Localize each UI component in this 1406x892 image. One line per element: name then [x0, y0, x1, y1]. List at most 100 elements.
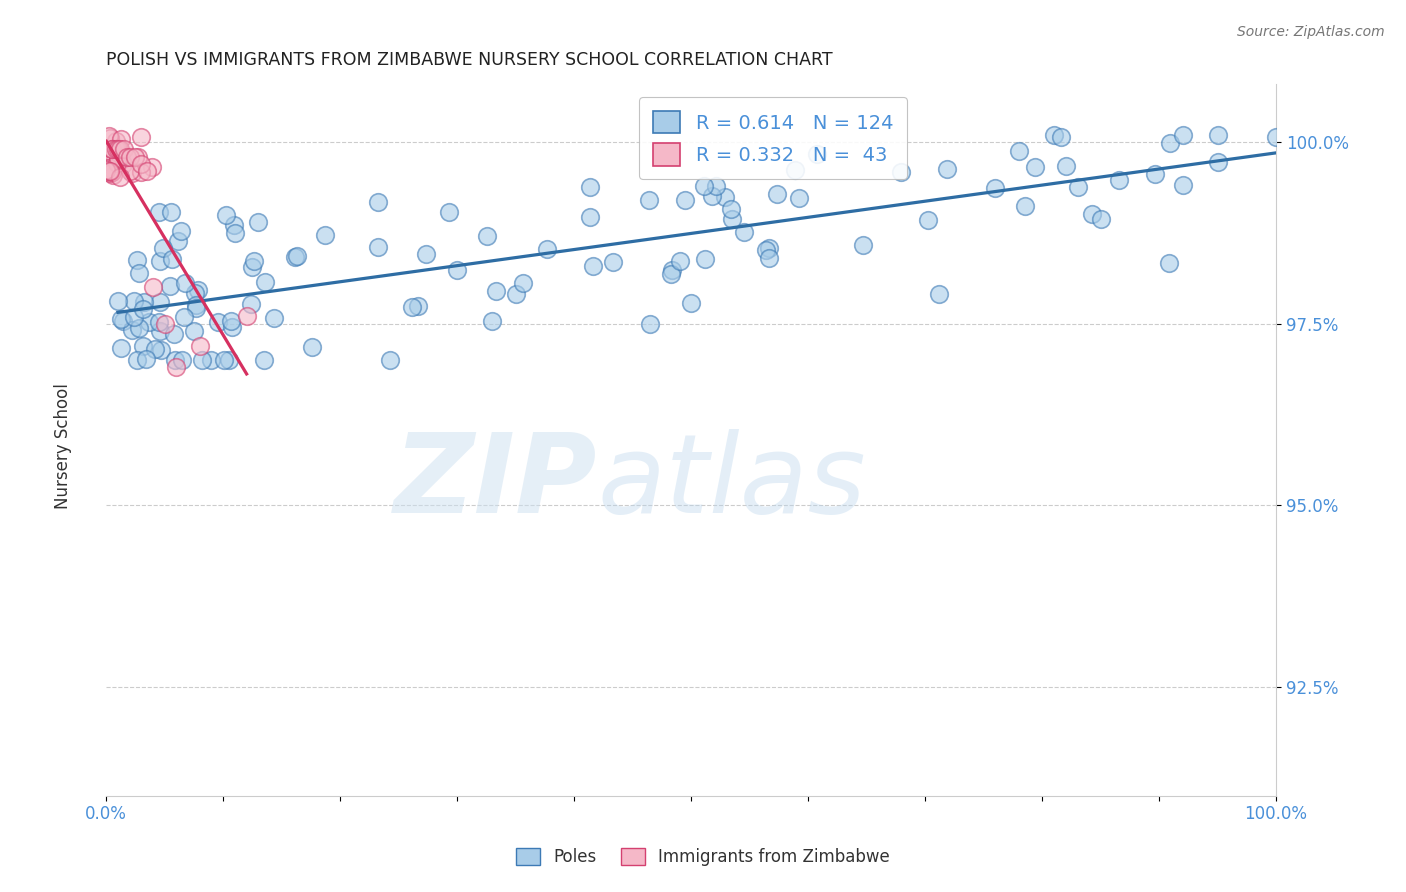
Text: POLISH VS IMMIGRANTS FROM ZIMBABWE NURSERY SCHOOL CORRELATION CHART: POLISH VS IMMIGRANTS FROM ZIMBABWE NURSE… [107, 51, 832, 69]
Point [127, 353, 149, 368]
Point [160, 252, 183, 266]
Point [173, 276, 195, 290]
Point [141, 161, 163, 175]
Point [693, 178, 716, 193]
Point [136, 164, 159, 178]
Point [149, 343, 172, 357]
Point [98, 165, 121, 179]
Point [105, 156, 128, 170]
Point [720, 202, 742, 217]
Point [1043, 128, 1066, 142]
Point [673, 193, 696, 207]
Point [1049, 130, 1071, 145]
Point [170, 353, 193, 368]
Point [159, 279, 181, 293]
Point [221, 320, 243, 334]
Point [477, 228, 499, 243]
Point [184, 298, 207, 312]
Point [107, 151, 129, 165]
Point [758, 241, 780, 255]
Point [110, 312, 132, 326]
Point [96, 163, 118, 178]
Point [148, 315, 170, 329]
Point [218, 353, 240, 368]
Point [212, 353, 235, 368]
Point [602, 255, 624, 269]
Point [704, 179, 727, 194]
Point [110, 132, 132, 146]
Point [111, 157, 134, 171]
Point [215, 208, 238, 222]
Point [889, 165, 911, 179]
Point [1008, 144, 1031, 158]
Point [101, 143, 124, 157]
Point [132, 294, 155, 309]
Point [110, 143, 132, 157]
Point [661, 263, 683, 277]
Point [163, 353, 186, 368]
Point [367, 194, 389, 209]
Legend: R = 0.614   N = 124, R = 0.332   N =  43: R = 0.614 N = 124, R = 0.332 N = 43 [640, 97, 907, 179]
Point [1054, 159, 1077, 173]
Point [101, 143, 124, 157]
Point [415, 247, 437, 261]
Point [118, 150, 141, 164]
Point [125, 252, 148, 267]
Point [536, 243, 558, 257]
Point [714, 190, 737, 204]
Point [143, 342, 166, 356]
Point [1066, 180, 1088, 194]
Point [98, 166, 121, 180]
Point [191, 353, 214, 368]
Point [131, 157, 153, 171]
Point [243, 254, 266, 268]
Point [165, 360, 187, 375]
Point [247, 215, 270, 229]
Point [128, 266, 150, 280]
Point [917, 213, 939, 227]
Point [505, 287, 527, 301]
Point [693, 252, 716, 266]
Point [98, 131, 121, 145]
Point [224, 218, 246, 232]
Point [131, 339, 153, 353]
Text: atlas: atlas [598, 429, 866, 536]
Point [149, 295, 172, 310]
Point [118, 163, 141, 178]
Point [129, 165, 152, 179]
Point [97, 164, 120, 178]
Point [700, 189, 723, 203]
Point [162, 327, 184, 342]
Point [1171, 178, 1194, 192]
Point [101, 165, 124, 179]
Point [104, 152, 127, 166]
Point [149, 254, 172, 268]
Legend: Poles, Immigrants from Zimbabwe: Poles, Immigrants from Zimbabwe [509, 841, 897, 873]
Point [1171, 128, 1194, 142]
Point [138, 315, 160, 329]
Point [1143, 167, 1166, 181]
Point [253, 275, 276, 289]
Point [367, 240, 389, 254]
Point [240, 260, 263, 274]
Point [107, 293, 129, 308]
Point [103, 168, 125, 182]
Point [668, 254, 690, 268]
Text: ZIP: ZIP [394, 429, 598, 536]
Point [253, 353, 276, 368]
Point [446, 262, 468, 277]
Point [852, 238, 875, 252]
Point [1206, 155, 1229, 169]
Point [235, 310, 257, 324]
Text: Source: ZipAtlas.com: Source: ZipAtlas.com [1237, 25, 1385, 39]
Point [314, 227, 336, 242]
Point [184, 301, 207, 315]
Point [110, 342, 132, 356]
Point [100, 164, 122, 178]
Point [117, 150, 139, 164]
Point [787, 191, 810, 205]
Point [207, 315, 229, 329]
Point [173, 310, 195, 325]
Point [221, 314, 243, 328]
Point [104, 143, 127, 157]
